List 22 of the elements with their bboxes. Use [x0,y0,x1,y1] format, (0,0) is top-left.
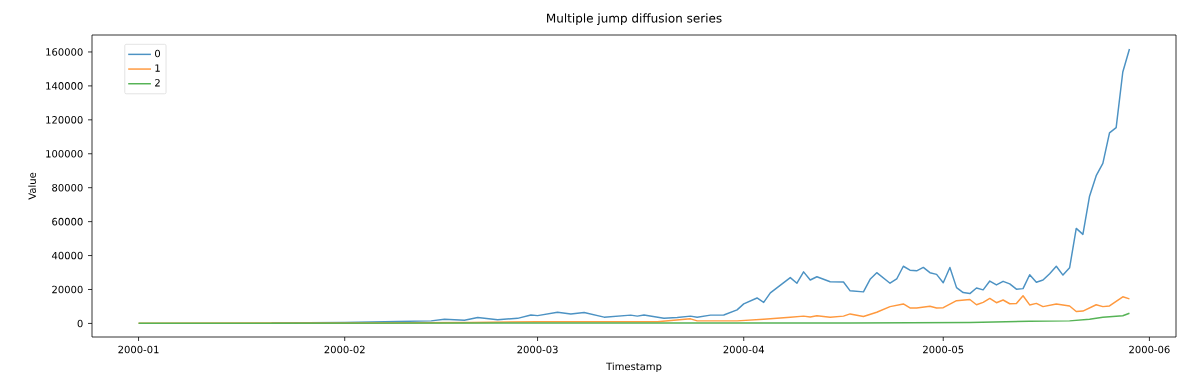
y-tick-label: 160000 [46,48,83,56]
y-tick-label: 40000 [51,251,83,260]
legend-label: 0 [155,49,161,58]
y-tick-label: 140000 [46,82,83,90]
y-tick-label: 60000 [52,217,83,226]
x-tick-label: 2000-04 [723,345,765,354]
y-axis-title: Value [28,172,36,200]
y-tick-label: 120000 [46,116,83,124]
y-tick-label: 0 [77,319,83,328]
x-tick-label: 2000-03 [517,345,558,354]
x-tick-label: 2000-01 [118,345,159,354]
y-tick-label: 100000 [46,149,83,158]
line-series [137,312,1131,324]
x-axis-title: Timestamp [606,362,662,373]
chart-title: Multiple jump diffusion series [547,13,722,25]
legend-label: 2 [155,79,160,87]
x-tick-label: 2000-05 [923,345,964,354]
y-tick-label: 80000 [52,183,83,192]
x-tick-label: 2000-02 [324,345,365,354]
y-tick-label: 20000 [52,285,83,294]
legend-label: 1 [155,64,160,72]
x-tick-label: 2000-06 [1129,345,1170,354]
